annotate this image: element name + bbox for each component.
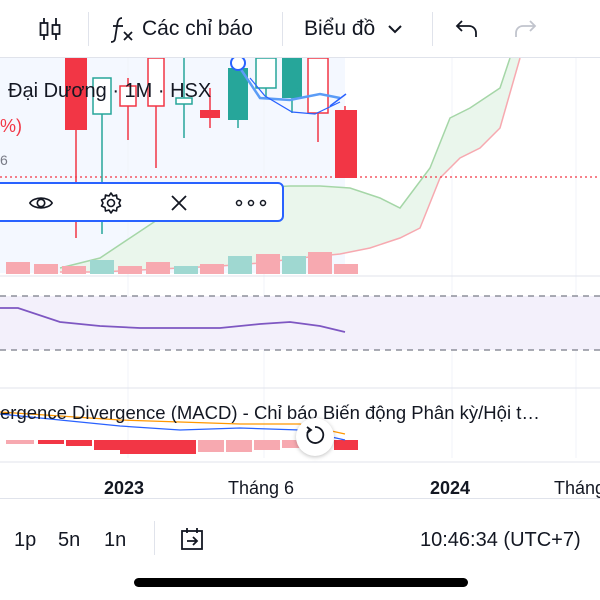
interval-1p-button[interactable]: 1p [14, 529, 37, 551]
drawing-anchor[interactable] [284, 84, 298, 98]
candle [92, 77, 112, 115]
reset-icon [304, 424, 326, 451]
go-to-date-icon[interactable] [178, 525, 206, 559]
volume-bars [6, 252, 358, 274]
candle [335, 110, 357, 178]
candle [255, 58, 277, 89]
function-icon [108, 13, 142, 45]
toolbar-separator [282, 12, 283, 46]
interval-1n-button[interactable]: 1n [104, 529, 127, 551]
macd-histogram [6, 440, 358, 454]
candle [307, 58, 329, 114]
candle [228, 68, 248, 120]
chart-type-label: Biểu đồ [304, 17, 376, 40]
redo-icon[interactable] [512, 10, 538, 48]
more-icon[interactable] [234, 191, 268, 215]
indicators-label: Các chỉ báo [142, 17, 253, 40]
chevron-down-icon [387, 23, 403, 35]
time-label-2024: 2024 [430, 478, 471, 498]
senkou-a-line [59, 58, 511, 269]
drawing-anchor[interactable] [230, 58, 246, 71]
close-icon[interactable] [166, 191, 192, 215]
symbol-info: Đại Dương · 1M · HSX [8, 80, 212, 102]
gear-icon[interactable] [98, 191, 124, 215]
toolbar-separator [88, 12, 89, 46]
chart-area[interactable]: Đại Dương · 1M · HSX %) 6 [0, 58, 600, 498]
candle [175, 97, 193, 105]
bottom-separator [154, 521, 155, 555]
home-indicator[interactable] [134, 578, 468, 587]
change-percent: %) [0, 116, 22, 136]
clock-timezone[interactable]: 10:46:34 (UTC+7) [420, 529, 581, 551]
time-label-2023: 2023 [104, 478, 145, 498]
reset-chart-button[interactable] [296, 418, 334, 456]
macd-legend[interactable]: ergence Divergence (MACD) - Chỉ báo Biến… [0, 402, 540, 423]
top-toolbar: Các chỉ báo Biểu đồ [0, 0, 600, 58]
eye-icon[interactable] [28, 191, 54, 215]
legend-value: 6 [0, 152, 8, 168]
candle [119, 85, 137, 107]
toolbar-separator [432, 12, 433, 46]
candle [200, 110, 220, 118]
chart-type-button[interactable]: Biểu đồ [304, 10, 403, 48]
bottom-toolbar: 1p 5n 1n 10:46:34 (UTC+7) [0, 498, 600, 580]
time-label-month: Tháng [554, 478, 600, 498]
rsi-line [0, 307, 346, 333]
time-label-june: Tháng 6 [228, 478, 295, 498]
candles-icon[interactable] [36, 10, 64, 48]
indicators-button[interactable]: Các chỉ báo [108, 10, 253, 48]
candle [147, 58, 165, 107]
indicator-toolbar [0, 182, 284, 222]
interval-5n-button[interactable]: 5n [58, 529, 81, 551]
symbol-legend[interactable]: Đại Dương · 1M · HSX [8, 80, 211, 103]
conversion-line [238, 67, 341, 102]
candle [65, 58, 87, 130]
base-line [249, 77, 341, 115]
drawing-line[interactable] [329, 93, 347, 107]
candles [65, 58, 357, 238]
undo-icon[interactable] [454, 10, 480, 48]
